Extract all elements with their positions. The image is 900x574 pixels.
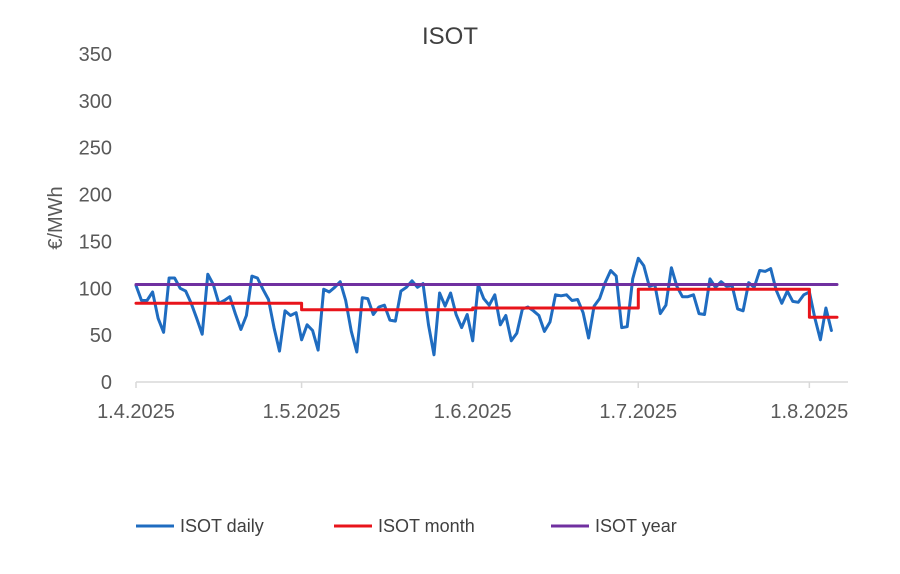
- y-tick-label: 50: [90, 325, 112, 347]
- x-tick-label: 1.5.2025: [263, 401, 341, 423]
- legend: ISOT daily ISOT month ISOT year: [136, 516, 677, 536]
- y-tick-label: 100: [79, 278, 112, 300]
- y-axis-label: €/MWh: [45, 186, 67, 249]
- x-tick-label: 1.6.2025: [434, 401, 512, 423]
- y-tick-label: 150: [79, 231, 112, 253]
- x-tick-label: 1.4.2025: [97, 401, 175, 423]
- y-tick-label: 200: [79, 185, 112, 207]
- y-tick-label: 0: [101, 372, 112, 394]
- x-tick-label: 1.7.2025: [599, 401, 677, 423]
- chart-title: ISOT: [422, 23, 478, 50]
- series-line-isot-month: [134, 287, 839, 319]
- legend-label: ISOT month: [378, 516, 475, 536]
- y-tick-label: 350: [79, 44, 112, 66]
- y-axis-ticks: 0 50 100 150 200 250 300 350: [79, 44, 112, 394]
- y-tick-label: 300: [79, 91, 112, 113]
- legend-label: ISOT daily: [180, 516, 264, 536]
- y-tick-label: 250: [79, 138, 112, 160]
- x-axis-ticks: 1.4.2025 1.5.2025 1.6.2025 1.7.2025 1.8.2025: [97, 382, 848, 423]
- x-tick-label: 1.8.2025: [770, 401, 848, 423]
- series-group: [134, 256, 839, 357]
- series-line-isot-daily: [134, 256, 833, 357]
- legend-label: ISOT year: [595, 516, 677, 536]
